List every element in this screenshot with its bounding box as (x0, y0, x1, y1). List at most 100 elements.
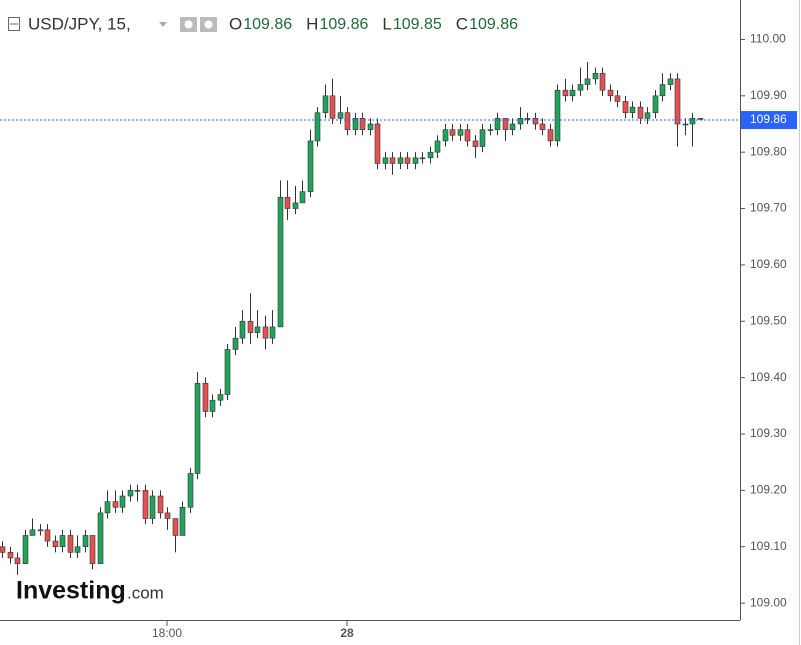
candle-body (464, 129, 471, 142)
x-tick-label: 28 (340, 626, 354, 640)
y-tick-label: 109.40 (750, 370, 787, 384)
candle-body (479, 129, 486, 147)
candle-body (172, 518, 179, 536)
dropdown-arrow[interactable] (159, 22, 167, 27)
candle-body (52, 540, 59, 548)
candle-body (299, 191, 306, 204)
candle-body (14, 557, 21, 564)
candle-body (412, 157, 419, 164)
candle-body (67, 535, 74, 553)
y-tick-label: 109.10 (750, 539, 787, 553)
candle-body (322, 95, 329, 114)
candle-body (584, 78, 591, 85)
candle-body (74, 546, 81, 553)
y-tick-label: 109.50 (750, 313, 787, 327)
candle-body (127, 490, 134, 497)
candle-body (389, 157, 396, 164)
candle-body (254, 326, 261, 333)
ohlc-value: 109.86 (469, 16, 518, 33)
candle-body (599, 72, 606, 91)
candle-body (539, 123, 546, 130)
y-tick-label: 109.90 (750, 88, 787, 102)
candle-body (667, 78, 674, 85)
watermark-brand: Investing (16, 577, 126, 605)
ohlc-value: 109.86 (319, 16, 368, 33)
candle-body (367, 123, 374, 130)
candle-body (622, 101, 629, 114)
candle-body (269, 326, 276, 339)
candle-body (689, 118, 696, 125)
candle-body (217, 394, 224, 401)
candle-body (509, 123, 516, 130)
ohlc-key: L (382, 14, 391, 33)
candle-body (247, 320, 254, 333)
last-price-box (741, 111, 797, 130)
candle-body (149, 495, 156, 519)
candle-body (284, 196, 291, 209)
candle-body (232, 337, 239, 350)
candle-body (22, 535, 29, 564)
y-tick-label: 109.00 (750, 595, 787, 609)
candle-body (119, 495, 126, 508)
candle-body (352, 118, 359, 130)
candle-body (682, 123, 689, 126)
candle-body (659, 84, 666, 97)
candle-body (37, 529, 44, 532)
candle-body (329, 95, 336, 119)
candle-body (224, 349, 231, 395)
candle-body (427, 151, 434, 159)
candle-body (449, 129, 456, 136)
symbol: USD/JPY, 15, (28, 14, 131, 33)
candle-body (104, 501, 111, 514)
x-tick-label: 18:00 (152, 626, 182, 640)
candle-body (434, 140, 441, 153)
candle-body (307, 140, 314, 192)
candle-body (82, 535, 89, 548)
candle-body (157, 495, 164, 514)
candle-body (637, 106, 644, 119)
candle-body (277, 196, 284, 328)
candle-body (134, 490, 141, 492)
candle-body (547, 129, 554, 142)
watermark: Investing .com (16, 577, 164, 605)
candle-body (202, 382, 209, 412)
candle-body (44, 529, 51, 542)
candle-body (89, 535, 96, 564)
candle-body (262, 326, 269, 339)
candle-body (532, 118, 539, 125)
y-tick-label: 109.20 (750, 483, 787, 497)
candle-body (374, 123, 381, 164)
candle-body (97, 512, 104, 564)
candle-body (337, 112, 344, 119)
watermark-suffix: .com (127, 583, 164, 602)
candle-body (29, 529, 36, 536)
last-price-label: 109.86 (750, 112, 787, 126)
ohlc-value: 109.86 (243, 16, 292, 33)
candle-body (592, 72, 599, 80)
ohlc-key: H (306, 14, 318, 33)
candle-body (502, 118, 509, 130)
y-tick-label: 109.80 (750, 144, 787, 158)
candle-body (187, 473, 194, 508)
candle-body (164, 512, 171, 519)
candle-body (644, 112, 651, 119)
ohlc-key: O (229, 14, 242, 33)
ohlc-value: 109.85 (393, 16, 442, 33)
candle-body (494, 118, 501, 130)
candle-body (359, 118, 366, 130)
candle-body (344, 112, 351, 130)
candle-body (577, 84, 584, 91)
candle-body (404, 157, 411, 164)
candle-body (194, 382, 201, 474)
candle-body (629, 106, 636, 114)
candle-body (7, 552, 14, 559)
collapse-icon[interactable] (8, 17, 20, 31)
candle-body (607, 89, 614, 97)
candle-body (487, 129, 494, 131)
candle-body (554, 89, 561, 142)
candle-body (397, 157, 404, 164)
y-tick-label: 109.30 (750, 426, 787, 440)
eye-icon-glyph (184, 20, 193, 29)
